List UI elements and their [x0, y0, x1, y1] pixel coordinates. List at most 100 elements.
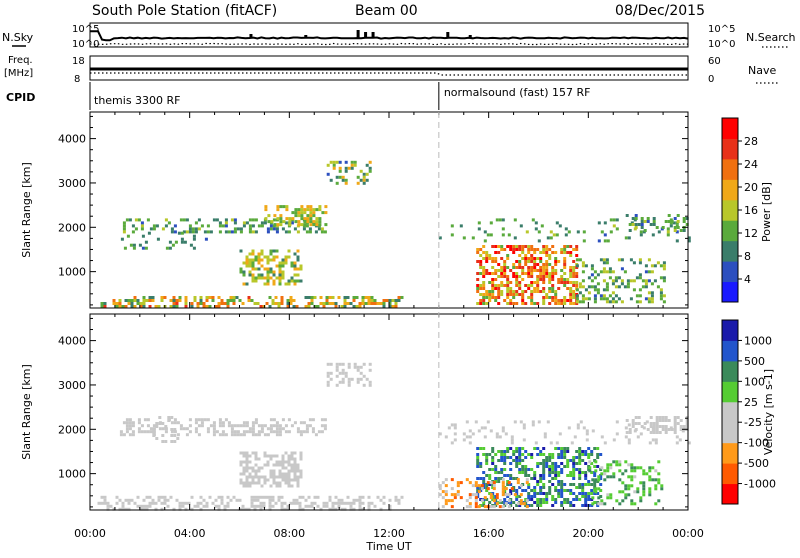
heatmap-cell	[226, 305, 230, 308]
heatmap-cell	[524, 302, 528, 305]
heatmap-cell	[531, 218, 535, 222]
heatmap-cell	[572, 281, 576, 284]
heatmap-cell	[527, 284, 531, 287]
heatmap-cell	[301, 507, 305, 511]
heatmap-cell	[256, 504, 260, 508]
heatmap-cell	[679, 229, 683, 232]
heatmap-cell	[498, 218, 502, 222]
heatmap-cell	[518, 468, 522, 471]
heatmap-cell	[188, 224, 192, 228]
heatmap-cell	[459, 481, 463, 485]
heatmap-cell	[575, 462, 579, 465]
heatmap-cell	[194, 427, 198, 431]
heatmap-cell	[634, 226, 638, 229]
heatmap-cell	[471, 493, 475, 497]
heatmap-cell	[509, 468, 513, 471]
heatmap-cell	[587, 285, 591, 289]
heatmap-cell	[112, 299, 116, 302]
heatmap-cell	[287, 457, 291, 461]
heatmap-cell	[500, 471, 504, 474]
heatmap-cell	[476, 453, 480, 456]
heatmap-cell	[609, 496, 613, 500]
heatmap-cell	[648, 493, 652, 497]
colorbar-swatch	[722, 220, 738, 242]
heatmap-cell	[293, 451, 297, 455]
heatmap-cell	[503, 284, 507, 287]
heatmap-cell	[315, 217, 319, 221]
heatmap-cell	[278, 282, 282, 286]
heatmap-cell	[560, 504, 564, 507]
heatmap-cell	[513, 420, 517, 424]
heatmap-cell	[223, 507, 227, 511]
heatmap-cell	[633, 490, 637, 494]
heatmap-cell	[603, 239, 607, 243]
heatmap-cell	[122, 221, 126, 225]
heatmap-cell	[217, 305, 221, 308]
heatmap-cell	[367, 495, 371, 499]
heatmap-cell	[685, 416, 689, 419]
heatmap-cell	[534, 227, 538, 231]
heatmap-cell	[501, 505, 505, 509]
heatmap-cell	[534, 221, 538, 225]
heatmap-cell	[584, 498, 588, 501]
heatmap-cell	[242, 221, 246, 225]
heatmap-cell	[248, 273, 252, 277]
heatmap-cell	[548, 290, 552, 293]
heatmap-cell	[569, 302, 573, 305]
heatmap-cell	[489, 481, 493, 485]
heatmap-cell	[593, 285, 597, 289]
heatmap-cell	[112, 302, 116, 305]
heatmap-cell	[447, 426, 451, 430]
heatmap-cell	[199, 296, 203, 299]
heatmap-cell	[341, 371, 345, 375]
heatmap-cell	[494, 272, 498, 275]
heatmap-cell	[281, 273, 285, 277]
heatmap-cell	[191, 227, 195, 231]
heatmap-cell	[675, 435, 679, 439]
heatmap-cell	[488, 257, 492, 260]
heatmap-cell	[251, 218, 255, 222]
heatmap-cell	[379, 498, 383, 502]
heatmap-cell	[551, 290, 555, 293]
heatmap-cell	[639, 481, 643, 485]
heatmap-cell	[497, 251, 501, 254]
heatmap-cell	[497, 245, 501, 248]
heatmap-cell	[285, 208, 289, 212]
heatmap-cell	[590, 498, 594, 501]
heatmap-cell	[320, 424, 324, 428]
heatmap-cell	[645, 420, 649, 424]
heatmap-cell	[315, 220, 319, 224]
heatmap-cell	[307, 302, 311, 305]
heatmap-cell	[182, 427, 186, 431]
heatmap-cell	[152, 227, 156, 231]
heatmap-cell	[539, 474, 543, 477]
heatmap-cell	[248, 252, 252, 256]
heatmap-cell	[536, 278, 540, 281]
heatmap-cell	[196, 501, 200, 505]
heatmap-cell	[594, 469, 598, 473]
heatmap-cell	[194, 430, 198, 434]
heatmap-cell	[328, 296, 332, 299]
heatmap-cell	[494, 468, 498, 471]
heatmap-cell	[527, 474, 531, 477]
heatmap-cell	[277, 302, 281, 305]
heatmap-cell	[530, 495, 534, 498]
heatmap-cell	[254, 276, 258, 280]
heatmap-cell	[664, 431, 668, 434]
heatmap-cell	[512, 489, 516, 492]
heatmap-cell	[326, 371, 330, 375]
heatmap-cell	[140, 224, 144, 228]
heatmap-cell	[615, 460, 619, 464]
heatmap-cell	[284, 282, 288, 286]
heatmap-cell	[251, 261, 255, 265]
heatmap-cell	[254, 218, 258, 222]
heatmap-cell	[173, 440, 177, 443]
heatmap-cell	[172, 302, 176, 305]
heatmap-cell	[188, 227, 192, 231]
heatmap-cell	[519, 484, 523, 488]
heatmap-cell	[578, 456, 582, 459]
heatmap-cell	[642, 469, 646, 473]
heatmap-cell	[335, 181, 339, 185]
heatmap-cell	[230, 230, 234, 234]
heatmap-cell	[304, 498, 308, 502]
